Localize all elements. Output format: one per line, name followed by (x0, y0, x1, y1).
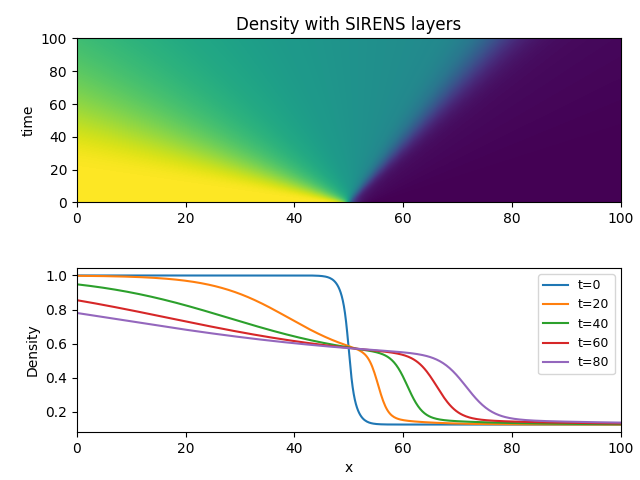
t=0 (367, 420, 375, 426)
X-axis label: x: x (345, 461, 353, 475)
Line: t=0: t=0 (77, 276, 621, 424)
t=80 (332, 344, 339, 350)
t=40 (73, 281, 81, 287)
t=0 (335, 284, 342, 290)
t=80 (367, 347, 375, 353)
t=0 (605, 421, 612, 427)
Title: Density with SIRENS layers: Density with SIRENS layers (236, 16, 461, 34)
t=20 (332, 338, 339, 344)
Line: t=60: t=60 (77, 300, 621, 423)
t=40 (397, 369, 404, 375)
t=60 (397, 351, 404, 357)
t=0 (73, 273, 81, 278)
t=0 (397, 421, 404, 427)
t=40 (519, 420, 527, 426)
t=60 (519, 419, 527, 425)
t=80 (335, 345, 342, 350)
t=20 (617, 421, 625, 427)
t=80 (604, 420, 612, 425)
t=80 (519, 417, 527, 423)
t=40 (367, 348, 375, 354)
t=20 (519, 421, 527, 427)
Line: t=40: t=40 (77, 284, 621, 424)
t=0 (552, 421, 560, 427)
Y-axis label: Density: Density (26, 324, 40, 376)
t=60 (617, 420, 625, 426)
t=60 (335, 344, 342, 349)
t=20 (335, 339, 342, 345)
t=80 (617, 420, 625, 425)
t=0 (332, 279, 339, 285)
t=60 (73, 297, 81, 303)
t=0 (617, 421, 625, 427)
t=40 (617, 421, 625, 427)
t=60 (367, 348, 375, 353)
t=40 (335, 343, 342, 348)
t=60 (604, 420, 612, 426)
t=40 (332, 342, 339, 348)
t=20 (397, 417, 404, 422)
t=80 (397, 349, 404, 355)
Legend: t=0, t=20, t=40, t=60, t=80: t=0, t=20, t=40, t=60, t=80 (538, 274, 614, 374)
t=20 (73, 273, 81, 279)
t=0 (519, 421, 527, 427)
Y-axis label: time: time (21, 105, 35, 136)
t=40 (604, 421, 612, 427)
t=80 (73, 310, 81, 316)
t=20 (367, 361, 375, 367)
Line: t=80: t=80 (77, 313, 621, 422)
Line: t=20: t=20 (77, 276, 621, 424)
t=60 (332, 344, 339, 349)
t=20 (604, 421, 612, 427)
